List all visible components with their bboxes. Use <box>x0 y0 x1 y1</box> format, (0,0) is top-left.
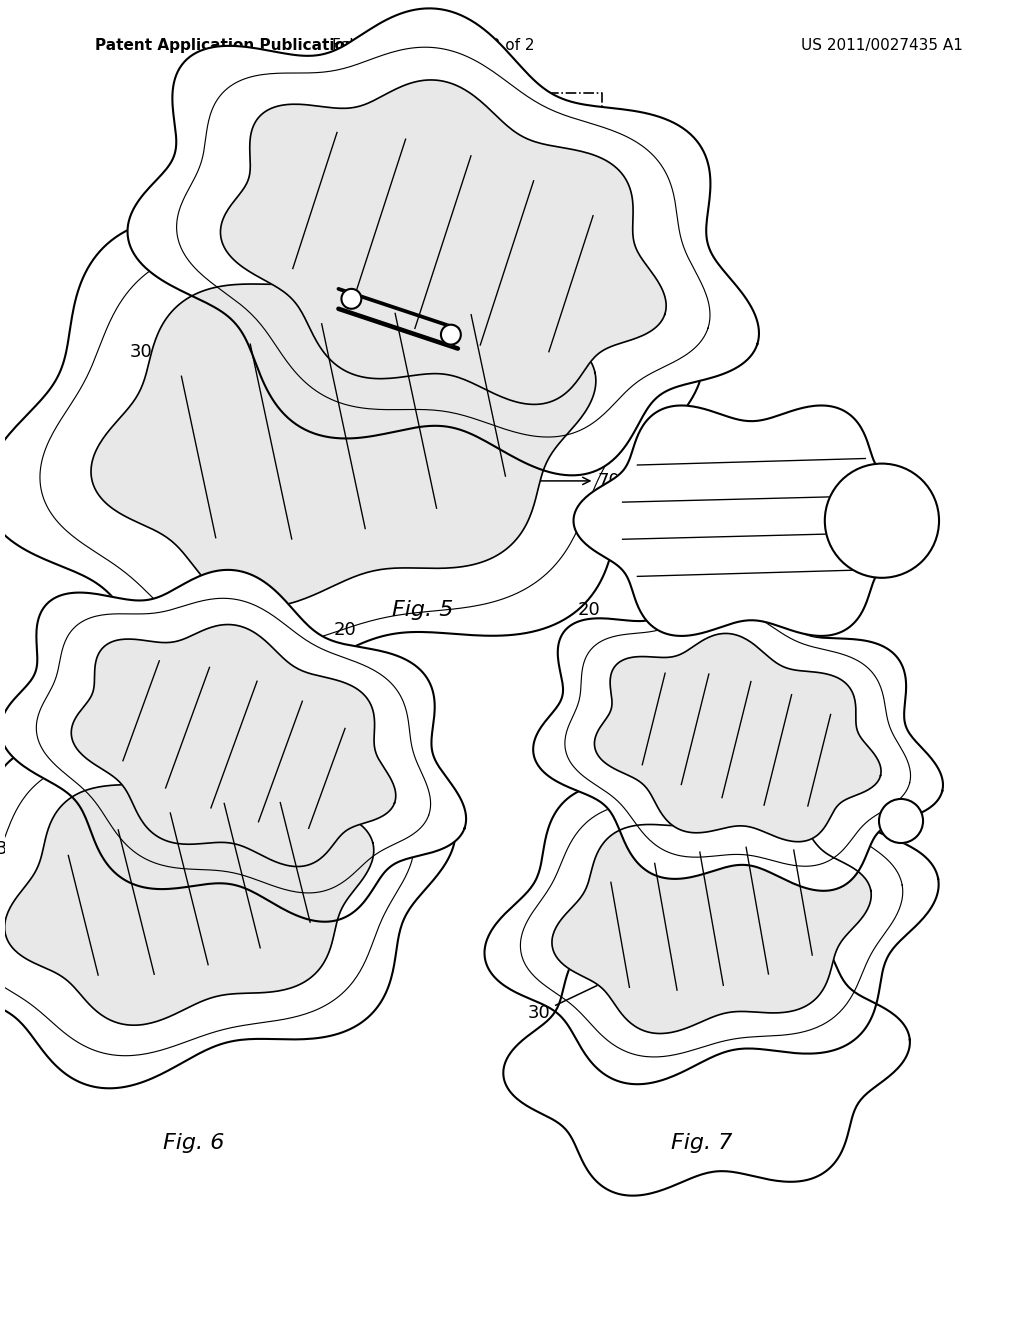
Polygon shape <box>128 8 759 475</box>
Polygon shape <box>595 634 881 842</box>
Circle shape <box>341 289 361 309</box>
Polygon shape <box>0 160 703 693</box>
Text: 74: 74 <box>289 273 359 297</box>
Text: Fig. 7: Fig. 7 <box>671 1133 732 1152</box>
Text: 20: 20 <box>278 622 356 672</box>
Text: 30: 30 <box>129 343 210 380</box>
Polygon shape <box>220 81 667 404</box>
Circle shape <box>824 463 939 578</box>
Text: 30: 30 <box>527 981 608 1022</box>
Polygon shape <box>0 570 466 921</box>
Text: 20: 20 <box>259 169 354 186</box>
Circle shape <box>879 799 923 843</box>
Polygon shape <box>552 804 871 1034</box>
Polygon shape <box>5 752 374 1026</box>
Text: Feb. 3, 2011   Sheet 2 of 2: Feb. 3, 2011 Sheet 2 of 2 <box>332 38 535 53</box>
Text: 70: 70 <box>501 473 620 490</box>
Text: Patent Application Publication: Patent Application Publication <box>94 38 355 53</box>
Polygon shape <box>504 920 910 1196</box>
Text: 30: 30 <box>0 840 71 878</box>
Polygon shape <box>573 405 929 636</box>
Text: 20: 20 <box>578 601 673 657</box>
Polygon shape <box>534 581 943 891</box>
Polygon shape <box>72 624 395 866</box>
Text: US 2011/0027435 A1: US 2011/0027435 A1 <box>801 38 963 53</box>
Polygon shape <box>0 689 456 1088</box>
Text: Fig. 6: Fig. 6 <box>164 1133 225 1152</box>
Text: 72: 72 <box>431 337 455 405</box>
Text: Fig. 5: Fig. 5 <box>392 601 454 620</box>
Polygon shape <box>484 754 939 1084</box>
Polygon shape <box>91 246 596 607</box>
Circle shape <box>441 325 461 345</box>
